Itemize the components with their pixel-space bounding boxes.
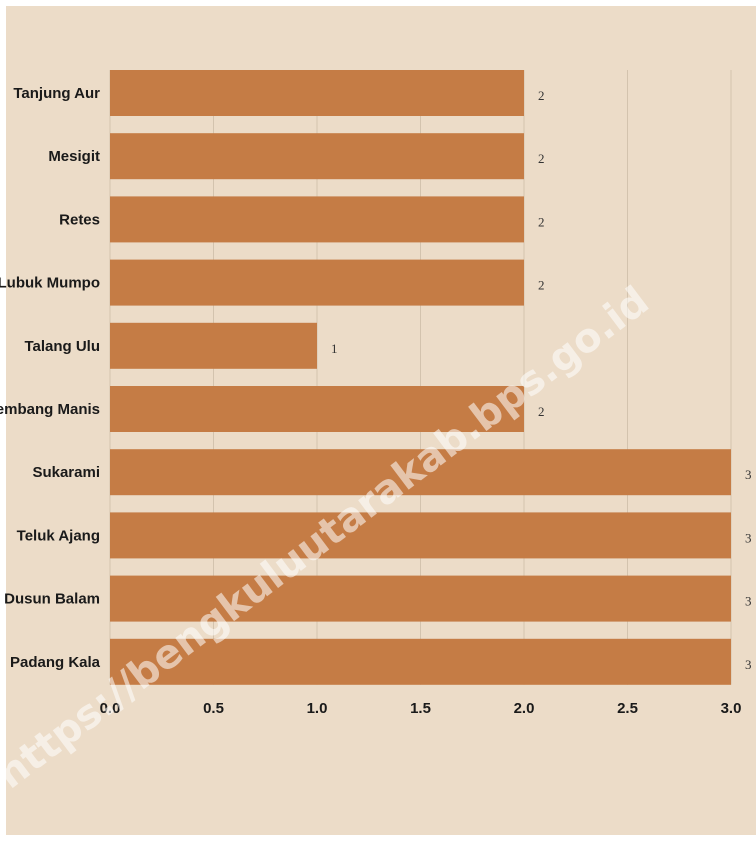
category-label: Retes: [59, 211, 100, 228]
value-label: 3: [745, 657, 752, 672]
value-label: 2: [538, 404, 545, 419]
bar: [110, 259, 524, 306]
category-label: Padang Kala: [10, 654, 101, 671]
value-label: 2: [538, 88, 545, 103]
value-label: 3: [745, 467, 752, 482]
value-label: 2: [538, 278, 545, 293]
value-labels: 2 2 2 2 1 2 3 3 3 3: [331, 88, 752, 672]
bar: [110, 70, 524, 116]
value-label: 3: [745, 530, 752, 545]
x-tick-label: 1.0: [307, 700, 328, 717]
value-label: 1: [331, 341, 338, 356]
x-tick-label: 3.0: [721, 700, 742, 717]
value-label: 2: [538, 214, 545, 229]
category-labels: Tanjung Aur Mesigit Retes Lubuk Mumpo Talang…: [0, 85, 101, 671]
category-label: Tanjung Aur: [13, 85, 100, 102]
bar: [110, 575, 731, 622]
category-label: Teluk Ajang: [17, 527, 100, 544]
x-tick-label: 0.0: [100, 700, 121, 717]
bar: [110, 638, 731, 685]
x-tick-label: 1.5: [410, 700, 431, 717]
x-tick-label: 2.5: [617, 700, 638, 717]
category-label: Mesigit: [48, 148, 100, 165]
x-tick-label: 0.5: [203, 700, 224, 717]
category-label: Sukarami: [32, 464, 100, 481]
x-axis-ticks: 0.0 0.5 1.0 1.5 2.0 2.5 3.0: [100, 700, 742, 717]
bar: [110, 322, 317, 369]
bar: [110, 386, 524, 432]
bars: [110, 70, 731, 685]
category-label: Lubuk Mumpo: [0, 275, 100, 292]
value-label: 3: [745, 594, 752, 609]
bar: [110, 196, 524, 243]
category-label: Talang Ulu: [24, 338, 100, 355]
value-label: 2: [538, 151, 545, 166]
bar: [110, 512, 731, 559]
x-tick-label: 2.0: [514, 700, 535, 717]
category-label: Kembang Manis: [0, 401, 100, 418]
bar: [110, 133, 524, 180]
category-label: Dusun Balam: [4, 591, 100, 608]
bar: [110, 449, 731, 496]
